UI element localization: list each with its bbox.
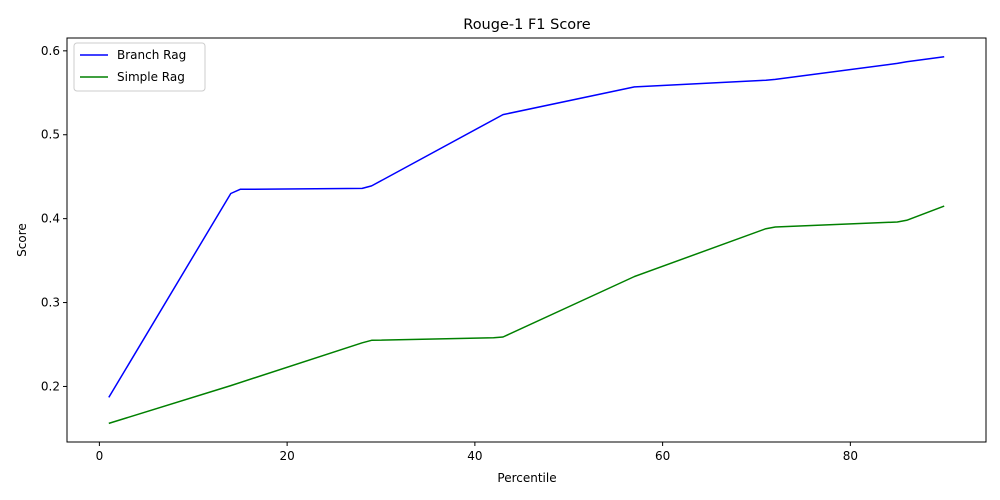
series-lines <box>108 55 945 425</box>
y-tick-label: 0.6 <box>41 44 60 58</box>
x-axis-label: Percentile <box>497 471 556 485</box>
chart-title: Rouge-1 F1 Score <box>463 17 591 33</box>
series-line-branch-rag <box>108 55 945 398</box>
plot-frame <box>66 37 987 443</box>
x-tick-label: 0 <box>96 449 104 463</box>
y-axis-label: Score <box>15 223 29 257</box>
x-axis-ticks: 0 20 40 60 80 <box>96 442 858 463</box>
legend-label-simple-rag: Simple Rag <box>117 70 185 84</box>
y-tick-label: 0.2 <box>41 379 60 393</box>
y-tick-label: 0.4 <box>41 212 60 226</box>
legend: Branch Rag Simple Rag <box>73 42 206 92</box>
series-line-simple-rag <box>108 205 945 425</box>
y-tick-label: 0.5 <box>41 128 60 142</box>
x-tick-label: 20 <box>279 449 294 463</box>
x-tick-label: 80 <box>843 449 858 463</box>
y-axis-ticks: 0.2 0.3 0.4 0.5 0.6 <box>41 44 67 393</box>
y-tick-label: 0.3 <box>41 296 60 310</box>
legend-label-branch-rag: Branch Rag <box>117 48 186 62</box>
x-tick-label: 60 <box>655 449 670 463</box>
x-tick-label: 40 <box>467 449 482 463</box>
